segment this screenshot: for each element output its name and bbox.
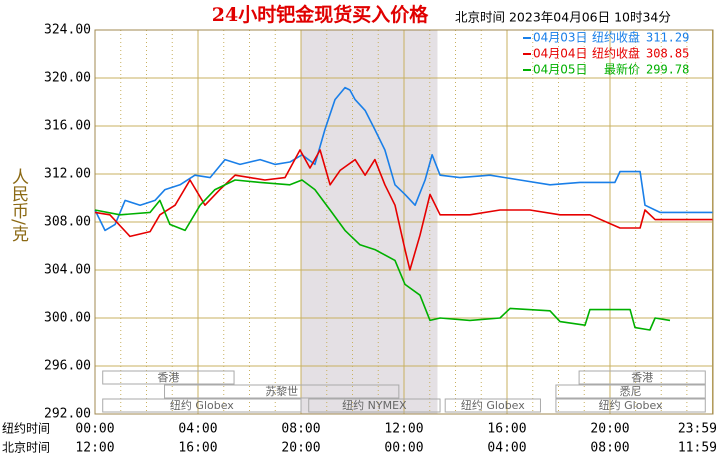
x-tick-label: 04:00: [178, 422, 217, 437]
legend-name: 04月04日: [533, 47, 588, 61]
x-tick-label: 08:00: [281, 422, 320, 437]
x2-tick-label: 08:00: [590, 441, 629, 456]
series-line: [94, 86, 713, 232]
session-box: [102, 398, 302, 413]
y-tick-label: 320.00: [44, 71, 91, 86]
y-tick-label: 308.00: [44, 215, 91, 230]
x2-tick-label: 16:00: [178, 441, 217, 456]
x-tick-label: 20:00: [590, 422, 629, 437]
session-label: 纽约 Globex: [461, 398, 525, 412]
session-label: 纽约 Globex: [170, 398, 234, 412]
x-tick-label: 12:00: [384, 422, 423, 437]
legend-value: 311.29: [646, 31, 689, 45]
y-tick-label: 296.00: [44, 359, 91, 374]
series-line: [94, 149, 713, 271]
x-row-label: 纽约时间: [2, 421, 50, 436]
y-tick-label: 312.00: [44, 167, 91, 182]
x-tick-label: 00:00: [75, 422, 114, 437]
session-box: [555, 384, 706, 399]
chart-subtitle: 北京时间 2023年04月06日 10时34分: [455, 10, 671, 25]
x2-tick-label: 20:00: [281, 441, 320, 456]
legend-name: 04月03日: [533, 31, 588, 45]
legend-name: 04月05日: [533, 63, 588, 77]
session-label: 香港: [157, 371, 179, 384]
session-label: 纽约 NYMEX: [342, 398, 407, 412]
x2-row-label: 北京时间: [2, 441, 50, 455]
session-label: 香港: [631, 371, 653, 384]
session-box: [555, 398, 706, 413]
x2-tick-label: 11:59: [678, 441, 717, 456]
y-tick-label: 300.00: [44, 311, 91, 326]
session-label: 纽约 Globex: [599, 398, 663, 412]
x2-tick-label: 00:00: [384, 441, 423, 456]
chart-title: 24小时钯金现货买入价格: [212, 3, 429, 26]
legend-value: 299.78: [646, 63, 689, 77]
x2-tick-label: 04:00: [487, 441, 526, 456]
legend-value: 308.85: [646, 47, 689, 61]
y-axis-label: 人民币/克: [8, 168, 29, 242]
x-tick-label: 23:59: [678, 422, 717, 437]
legend-note: 最新价: [604, 62, 640, 77]
x2-tick-label: 12:00: [75, 441, 114, 456]
legend-note: 纽约收盘: [592, 46, 640, 61]
session-label: 悉尼: [620, 385, 642, 398]
session-box: [102, 370, 235, 385]
x-tick-label: 16:00: [487, 422, 526, 437]
session-box: [164, 384, 400, 399]
y-tick-label: 316.00: [44, 119, 91, 134]
series-line: [94, 179, 671, 331]
y-tick-label: 304.00: [44, 263, 91, 278]
session-box: [308, 398, 441, 413]
y-tick-label: 324.00: [44, 23, 91, 38]
plot-border: [94, 29, 714, 415]
session-label: 苏黎世: [265, 384, 298, 398]
legend-note: 纽约收盘: [592, 30, 640, 45]
session-box: [578, 370, 706, 385]
session-box: [444, 398, 541, 413]
y-tick-label: 292.00: [44, 407, 91, 422]
